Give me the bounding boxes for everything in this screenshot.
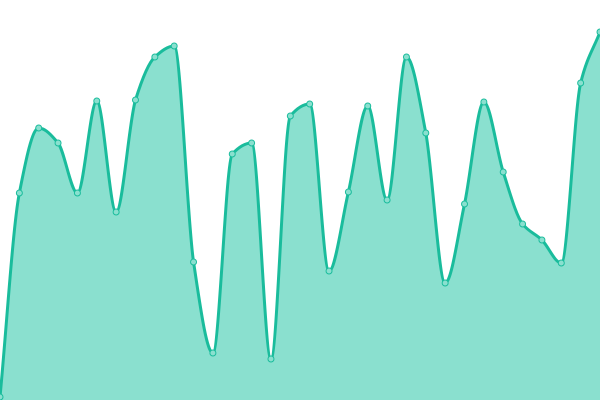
- data-point: [73, 189, 81, 197]
- data-point: [519, 220, 527, 228]
- data-points: [0, 28, 600, 400]
- data-point: [461, 200, 469, 208]
- data-point: [306, 100, 314, 108]
- data-point: [190, 258, 198, 266]
- data-point: [248, 139, 256, 147]
- data-point: [364, 102, 372, 110]
- data-point: [402, 53, 410, 61]
- data-point: [151, 53, 159, 61]
- data-point: [112, 208, 120, 216]
- data-point: [0, 393, 4, 400]
- data-point: [209, 349, 217, 357]
- data-point: [93, 97, 101, 105]
- data-point: [557, 259, 565, 267]
- area-fill: [0, 32, 600, 400]
- data-point: [170, 42, 178, 50]
- data-point: [596, 28, 600, 36]
- data-point: [286, 112, 294, 120]
- data-point: [383, 196, 391, 204]
- data-point: [441, 279, 449, 287]
- data-point: [422, 129, 430, 137]
- data-point: [538, 236, 546, 244]
- data-point: [325, 267, 333, 275]
- data-point: [344, 188, 352, 196]
- data-point: [267, 355, 275, 363]
- data-point: [480, 98, 488, 106]
- data-point: [228, 150, 236, 158]
- data-point: [15, 189, 23, 197]
- data-point: [35, 124, 43, 132]
- data-point: [131, 96, 139, 104]
- data-point: [577, 79, 585, 87]
- data-point: [499, 168, 507, 176]
- data-point: [54, 139, 62, 147]
